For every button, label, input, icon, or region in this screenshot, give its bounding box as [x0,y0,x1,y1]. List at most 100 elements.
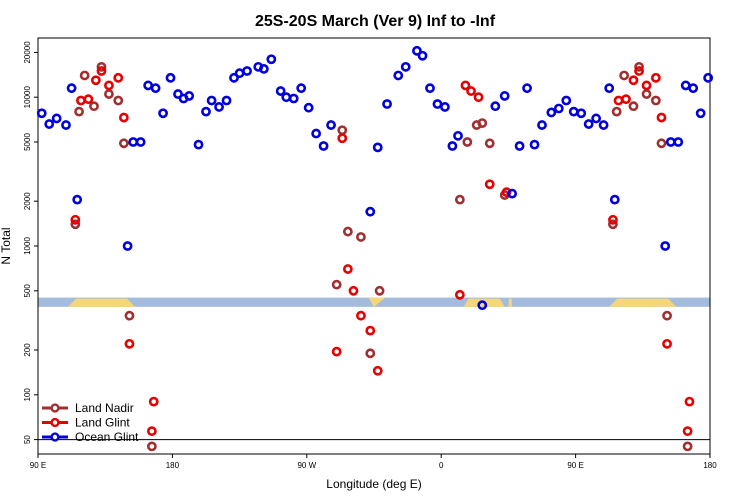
x-tick-label: 0 [439,461,444,470]
data-point [490,101,501,112]
data-point [296,83,307,94]
data-point [656,112,667,123]
data-point [184,91,195,101]
x-tick-label: 90 W [297,461,316,470]
data-point [682,426,693,437]
legend-label: Land Glint [75,416,130,430]
data-point [158,108,168,119]
y-tick-label: 500 [23,284,32,298]
data-point [611,106,622,117]
data-point [118,112,129,123]
y-tick-label: 5000 [23,133,32,151]
data-point [74,106,84,117]
data-point [447,141,458,151]
data-point [598,120,609,130]
data-point [529,139,540,150]
data-point [148,396,159,407]
data-point [206,95,217,106]
data-point [193,139,204,150]
data-point [453,130,463,141]
data-point [621,94,631,105]
data-point [124,338,135,349]
data-point [331,279,342,290]
data-point [128,137,139,147]
data-points [36,45,714,452]
data-point [104,89,114,99]
data-point [537,120,547,130]
data-point [146,426,157,437]
legend-marker [50,432,60,442]
data-point [113,72,124,83]
data-point [514,141,525,151]
data-point [440,102,450,112]
y-tick-label: 2000 [23,192,32,210]
chart-title: 25S-20S March (Ver 9) Inf to -Inf [255,13,496,30]
data-point [662,338,672,349]
data-point [650,72,661,83]
data-point [650,95,661,106]
data-point [318,141,329,151]
data-point [619,70,630,81]
land-patch [368,297,386,307]
data-point [113,95,124,106]
data-point [242,66,252,76]
data-point [135,137,146,147]
land-patch [609,298,677,307]
data-point [258,63,269,74]
data-point [348,285,359,296]
data-point [331,346,342,357]
data-point [568,106,579,117]
data-point [36,108,47,119]
data-point [609,194,620,205]
data-point [425,83,435,94]
data-point [665,137,676,147]
data-point [628,75,639,86]
data-point [662,310,672,321]
data-point [356,232,366,242]
data-point [90,75,101,86]
y-tick-label: 10000 [23,86,32,109]
legend-marker [50,403,60,413]
data-point [89,101,99,112]
data-point [342,264,353,274]
legend-item: Land Glint [42,416,130,430]
legend-item: Land Nadir [42,401,134,415]
data-point [79,70,90,81]
data-point [432,99,443,109]
y-tick-label: 20000 [23,41,32,64]
land-patch [508,298,513,307]
data-point [356,310,366,321]
data-point [583,119,594,129]
data-point [275,86,286,96]
data-point [96,61,107,72]
data-point [311,128,322,139]
y-axis-label: N Total [0,227,13,264]
data-point [72,194,83,205]
x-tick-label: 90 E [30,461,46,470]
data-point [150,83,161,94]
data-point [641,89,652,99]
data-point [51,113,62,124]
data-point [337,133,348,144]
data-point [365,206,376,217]
data-point [266,54,277,65]
data-point [76,95,86,106]
data-point [201,106,211,117]
y-tick-label: 50 [23,435,32,444]
data-point [684,396,695,407]
data-point [473,92,484,103]
data-point [234,68,245,79]
data-point [400,61,411,72]
data-point [628,101,639,112]
data-point [703,72,714,83]
y-axis-ticks: 50 100 200 500 1000 2000 5000 10000 20000 [23,41,38,444]
data-point [288,93,299,104]
data-point [462,137,473,147]
data-point [634,61,644,72]
data-point [507,188,518,199]
data-point [576,108,587,119]
data-point [695,108,706,119]
series-land-glint [70,66,695,437]
data-point [680,80,691,91]
